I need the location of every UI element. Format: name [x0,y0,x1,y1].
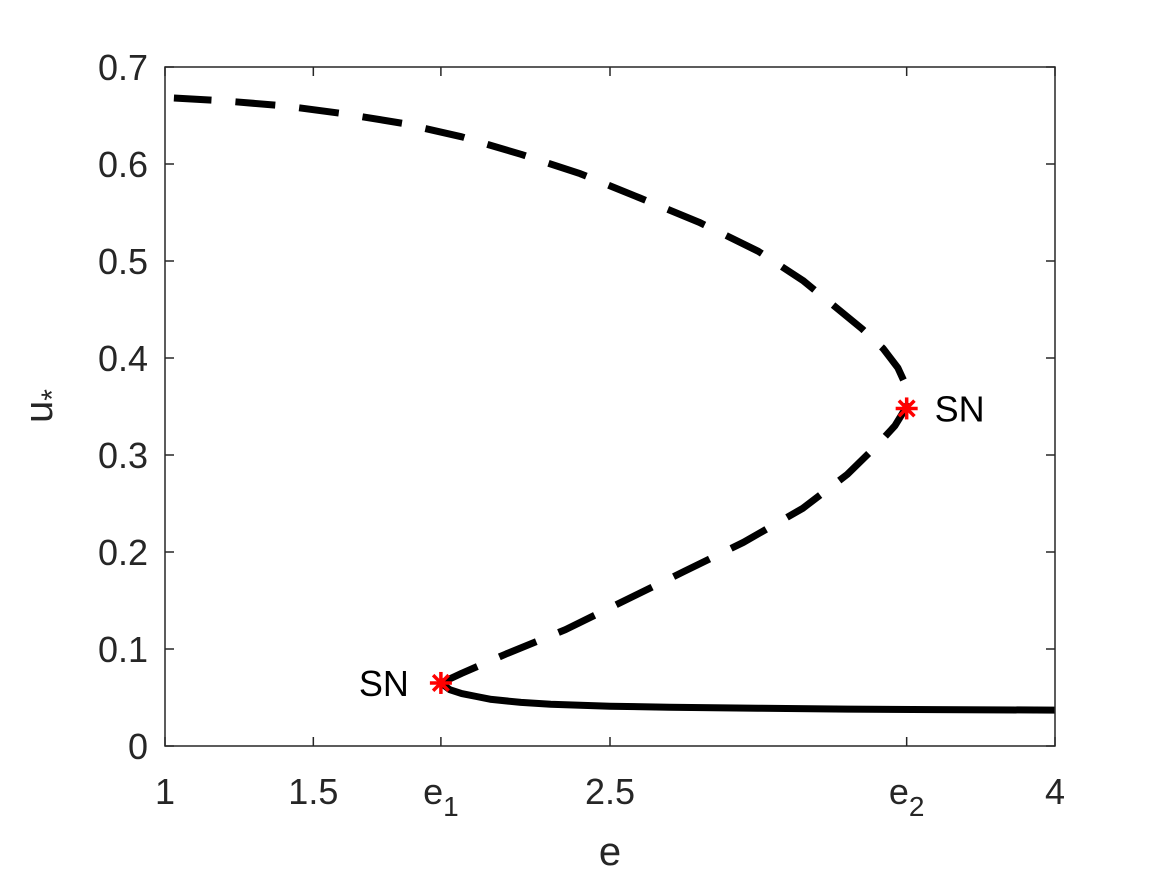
y-tick-label: 0.5 [98,241,148,282]
y-axis-label: u* [17,389,69,423]
plot-background [165,67,1055,746]
x-tick-label: e1 [423,771,459,822]
x-tick-label-main: 2.5 [585,771,635,812]
plot-frame [164,66,1056,747]
marker-stroke [431,673,450,692]
sn-label: SN [359,663,409,704]
x-tick-label-main: 1.5 [288,771,338,812]
marker-stroke [897,399,916,418]
y-tick-label: 0.4 [98,338,148,379]
tick-labels: 1 1.5 e1 2.5 e2 400.10.20.30.40.50.60.7 [98,47,1065,822]
y-tick-label: 0.2 [98,532,148,573]
x-tick-label: 1.5 [288,771,338,812]
sn-label: SN [935,388,985,429]
markers: SN SN [359,388,985,704]
x-tick-label-sub: 2 [909,791,925,822]
y-tick-label: 0.7 [98,47,148,88]
y-axis-label-sub: * [36,389,69,401]
y-tick-label: 0.6 [98,144,148,185]
y-tick-label: 0 [128,726,148,767]
svg-text:u*: u* [17,389,69,423]
x-tick-label: e2 [889,771,925,822]
y-axis-label-main: u [17,401,61,423]
y-tick-label: 0.1 [98,629,148,670]
saddle-node-marker [895,397,918,420]
stable-branch-line [438,680,1056,714]
series-lines [173,94,1056,714]
x-tick-label-main: 4 [1045,771,1065,812]
x-axis-label: e [599,830,621,874]
x-tick-label: 2.5 [585,771,635,812]
x-tick-label: 4 [1045,771,1065,812]
saddle-node-marker [429,671,452,694]
x-tick-label-main: e [889,771,909,812]
x-tick-label: 1 [155,771,175,812]
y-tick-label: 0.3 [98,435,148,476]
unstable-branch-line [173,94,911,687]
x-tick-label-main: 1 [155,771,175,812]
x-tick-label-main: e [423,771,443,812]
x-tick-label-sub: 1 [443,791,459,822]
